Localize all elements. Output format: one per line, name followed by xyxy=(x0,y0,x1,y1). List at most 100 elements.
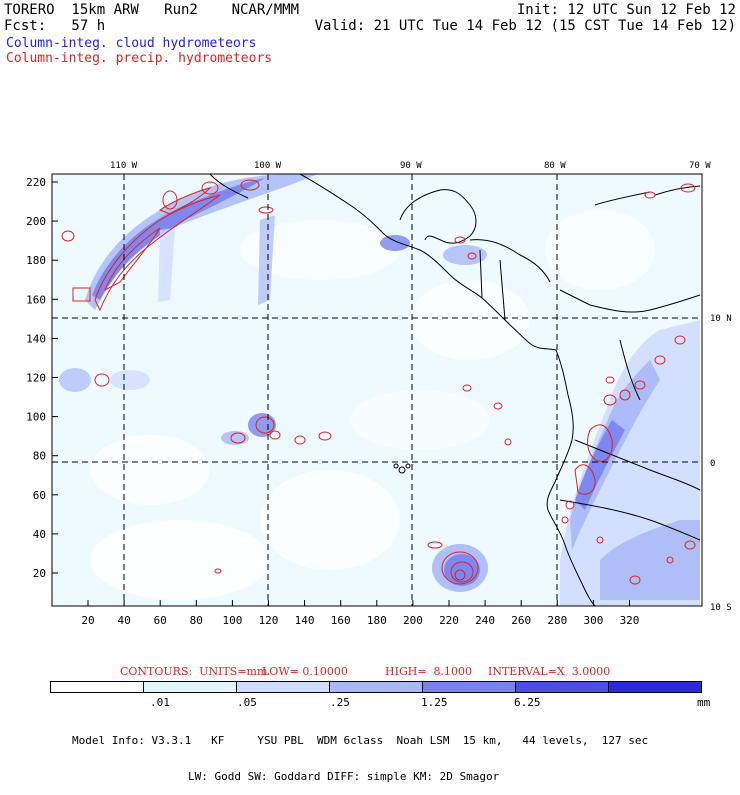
precip-contour-storm-inner xyxy=(454,569,466,581)
colorbar-swatch xyxy=(609,682,701,692)
x-tick-label: 320 xyxy=(620,614,640,627)
precip-contour-j xyxy=(294,435,306,445)
x-tick-label: 60 xyxy=(154,614,167,627)
precip-contour-sa-12 xyxy=(629,575,641,585)
y-tick-label: 80 xyxy=(33,450,46,463)
border-ecuador-peru xyxy=(559,499,701,541)
x-tick-label: 40 xyxy=(117,614,130,627)
legend-cloud: Column-integ. cloud hydrometeors xyxy=(6,36,257,51)
contours-interval: INTERVAL=X 3.0000 xyxy=(488,665,611,678)
lat-label-10n: 10 N xyxy=(710,314,732,324)
precip-contour-sa-7 xyxy=(674,335,686,345)
cloud-shading xyxy=(52,174,700,606)
colorbar-swatch xyxy=(516,682,609,692)
coast-hispaniola xyxy=(654,185,701,196)
border-colombia-venezuela xyxy=(619,339,641,401)
precip-contour-e xyxy=(258,206,274,214)
colorbar-tick-3: .25 xyxy=(330,696,350,709)
y-tick-label: 180 xyxy=(26,254,46,267)
x-tick-label: 200 xyxy=(403,614,423,627)
lat-label-0: 0 xyxy=(710,459,715,469)
lon-label-110w: 110 W xyxy=(110,161,138,171)
init-time: Init: 12 UTC Sun 12 Feb 12 xyxy=(516,2,736,18)
y-tick-label: 60 xyxy=(33,489,46,502)
precip-contour-p xyxy=(467,252,477,260)
precip-contour-i xyxy=(269,430,281,440)
model-info: Model Info: V3.3.1 KF YSU PBL WDM 6class… xyxy=(72,711,648,795)
precip-contour-k xyxy=(318,431,332,441)
precip-contour-b xyxy=(162,190,178,210)
precip-contour-box xyxy=(72,287,91,302)
border-colombia-ecuador xyxy=(574,439,701,491)
precip-contour-carib-1 xyxy=(644,191,656,199)
precip-contour-sa-10 xyxy=(561,516,569,524)
precip-contour-sa-8 xyxy=(605,376,615,384)
lon-label-100w: 100 W xyxy=(254,161,282,171)
contours-units: CONTOURS: UNITS=mm xyxy=(120,665,268,678)
border-guatemala xyxy=(479,249,483,299)
contours-low: LOW= 0.10000 xyxy=(262,665,348,678)
precip-contour-storm-mid xyxy=(450,561,474,583)
coast-south-america xyxy=(546,349,597,606)
precip-contour-sa-14 xyxy=(666,556,674,564)
precip-contour-d xyxy=(240,179,260,191)
graticule xyxy=(52,174,702,606)
precip-contour-sa-11 xyxy=(596,536,604,544)
precip-contour-n xyxy=(504,438,512,446)
precip-contour-sa-13 xyxy=(684,540,696,550)
header-title: TORERO 15km ARW Run2 NCAR/MMM xyxy=(4,2,300,18)
x-tick-label: 180 xyxy=(367,614,387,627)
legend-precip: Column-integ. precip. hydrometeors xyxy=(6,51,273,66)
forecast-hour: Fcst: 57 h xyxy=(4,18,106,34)
lat-label-10s: 10 S xyxy=(710,603,732,613)
y-tick-label: 20 xyxy=(33,567,46,580)
precip-contour-f xyxy=(94,373,110,387)
lon-label-70w: 70 W xyxy=(689,161,711,171)
map-panel: 110 W 100 W 90 W 80 W 70 W 10 N 0 10 S 2… xyxy=(26,161,732,627)
x-tick-label: 80 xyxy=(190,614,203,627)
colorbar-tick-1: .01 xyxy=(150,696,170,709)
y-tick-label: 40 xyxy=(33,528,46,541)
x-axis-ticks: 20 40 60 80 100 120 140 160 180 200 220 240 260 280 30… xyxy=(81,600,639,627)
precip-contour-sa-1 xyxy=(587,424,613,462)
colorbar-tick-2: .05 xyxy=(237,696,257,709)
colorbar-swatch xyxy=(51,682,144,692)
coastlines xyxy=(209,174,701,606)
coast-baja xyxy=(209,174,249,199)
precip-contour-h xyxy=(255,416,275,434)
precip-contour-sa-5 xyxy=(634,380,646,390)
x-tick-label: 280 xyxy=(547,614,567,627)
x-tick-label: 160 xyxy=(331,614,351,627)
x-tick-label: 140 xyxy=(295,614,315,627)
coast-mexico xyxy=(299,174,451,276)
colorbar-tick-5: 6.25 xyxy=(514,696,541,709)
y-tick-label: 120 xyxy=(26,372,46,385)
precip-contour-sa-4 xyxy=(619,389,631,401)
y-tick-label: 140 xyxy=(26,332,46,345)
precip-contour-nw-2 xyxy=(158,187,212,215)
precip-contour-q xyxy=(427,541,443,549)
colorbar-unit: mm xyxy=(697,696,711,709)
coast-yucatan xyxy=(399,189,477,244)
precip-contour-carib-2 xyxy=(680,183,696,193)
x-tick-label: 240 xyxy=(475,614,495,627)
coast-cuba xyxy=(594,191,651,206)
precip-contour-sa-9 xyxy=(565,500,575,510)
coast-central-america xyxy=(449,274,557,351)
precip-contour-g xyxy=(230,432,246,444)
y-tick-label: 200 xyxy=(26,215,46,228)
y-axis-ticks: 220 200 180 160 140 120 100 80 60 40 20 xyxy=(26,176,58,580)
lon-label-90w: 90 W xyxy=(400,161,422,171)
colorbar-swatch xyxy=(330,682,423,692)
model-info-line2: LW: Godd SW: Goddard DIFF: simple KM: 2D… xyxy=(188,770,500,783)
precip-contour-nw-inner xyxy=(104,227,161,292)
galapagos-island-1 xyxy=(398,466,406,474)
precip-contour-sa-2 xyxy=(574,464,596,495)
precip-contours xyxy=(61,179,696,585)
galapagos-island-2 xyxy=(393,463,399,469)
galapagos-island-3 xyxy=(405,463,411,469)
lon-label-80w: 80 W xyxy=(544,161,566,171)
x-tick-label: 20 xyxy=(81,614,94,627)
colorbar-swatch xyxy=(237,682,330,692)
x-tick-label: 120 xyxy=(259,614,279,627)
